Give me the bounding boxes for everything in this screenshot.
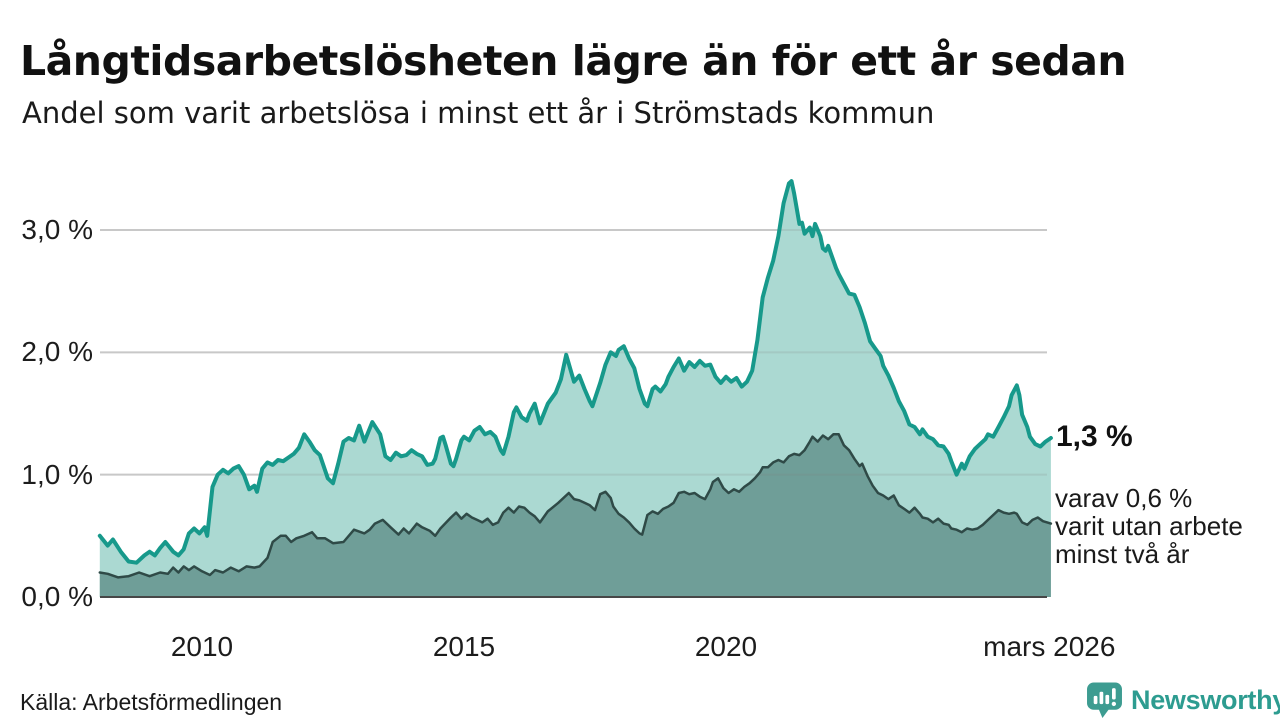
chart-subtitle: Andel som varit arbetslösa i minst ett å… (22, 96, 935, 130)
y-axis-tick-label: 0,0 % (21, 581, 93, 612)
chart-canvas (97, 179, 1053, 598)
x-axis-tick-label: mars 2026 (983, 631, 1116, 662)
end-note-label: varav 0,6 % varit utan arbete minst två … (1055, 483, 1243, 569)
y-axis-tick-label: 3,0 % (21, 214, 93, 245)
newsworthy-logo-text: Newsworthy (1131, 685, 1280, 715)
x-axis-tick-label: 2010 (170, 631, 234, 662)
chart-region: 3,0 % 2,0 % 1,0 % 0,0 % 2010 2015 2020 m… (0, 150, 1280, 662)
newsworthy-logo: Newsworthy (1086, 681, 1280, 719)
y-axis-tick-label: 1,0 % (21, 458, 93, 490)
page-title: Långtidsarbetslösheten lägre än för ett … (20, 37, 1127, 86)
x-axis-tick-label: 2015 (432, 631, 496, 662)
end-value-label: 1,3 % (1056, 420, 1133, 453)
source-text: Källa: Arbetsförmedlingen (20, 689, 283, 715)
newsworthy-bubble-chart-icon (1087, 682, 1122, 718)
y-axis-tick-label: 2,0 % (21, 336, 93, 368)
x-axis-tick-label: 2020 (694, 631, 758, 662)
